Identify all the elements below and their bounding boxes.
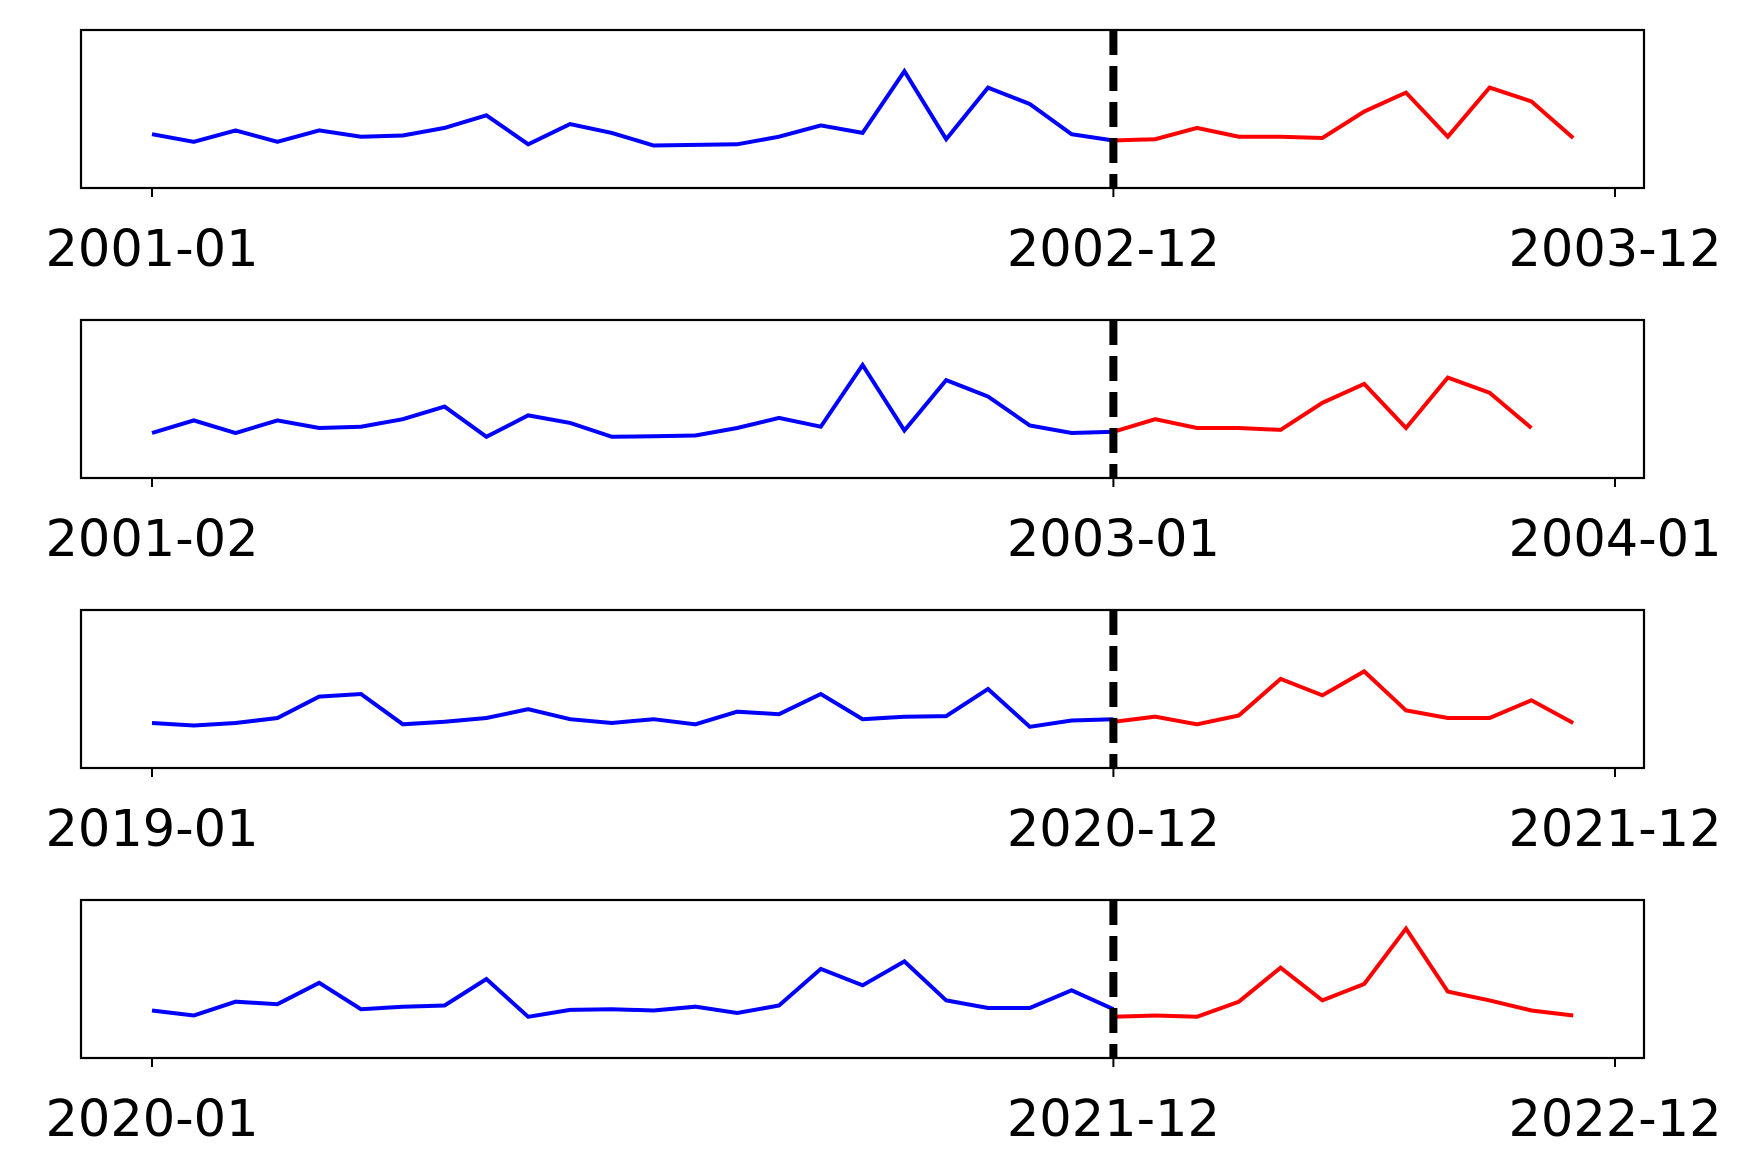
panels-group: 2001-01 2002-12 2003-12 2001-02 2003-01 2004-…: [45, 28, 1722, 1149]
x-tick-label: 2021-12: [1508, 800, 1721, 859]
x-tick-label: 2004-01: [1508, 510, 1721, 569]
x-tick-label: 2001-02: [45, 510, 258, 569]
forecast-line: [1113, 85, 1575, 143]
forecast-line: [1113, 668, 1575, 727]
x-tick-label: 2022-12: [1508, 1090, 1721, 1149]
x-tick-label: 2003-12: [1508, 220, 1721, 279]
history-line: [151, 958, 1115, 1019]
history-line: [151, 361, 1114, 440]
panel-3: 2019-01 2020-12 2021-12: [45, 608, 1722, 859]
plot-frame: [79, 28, 1646, 190]
x-tick-label: 2021-12: [1007, 1090, 1220, 1149]
x-tick-label: 2020-12: [1007, 800, 1220, 859]
x-tick-label: 2019-01: [45, 800, 258, 859]
forecast-line: [1113, 925, 1574, 1019]
panel-2: 2001-02 2003-01 2004-01: [45, 318, 1722, 569]
x-tick-label: 2001-01: [45, 220, 258, 279]
forecast-line: [1112, 375, 1533, 434]
history-line: [151, 67, 1114, 148]
x-tick-label: 2003-01: [1007, 510, 1220, 569]
x-tick-label: 2002-12: [1007, 220, 1220, 279]
history-line: [151, 686, 1114, 729]
x-tick-label: 2020-01: [45, 1090, 258, 1149]
plot-frame: [79, 608, 1646, 770]
plot-frame: [79, 318, 1646, 480]
panel-4: 2020-01 2021-12 2022-12: [45, 898, 1722, 1149]
panel-1: 2001-01 2002-12 2003-12: [45, 28, 1722, 279]
plot-frame: [79, 898, 1646, 1060]
